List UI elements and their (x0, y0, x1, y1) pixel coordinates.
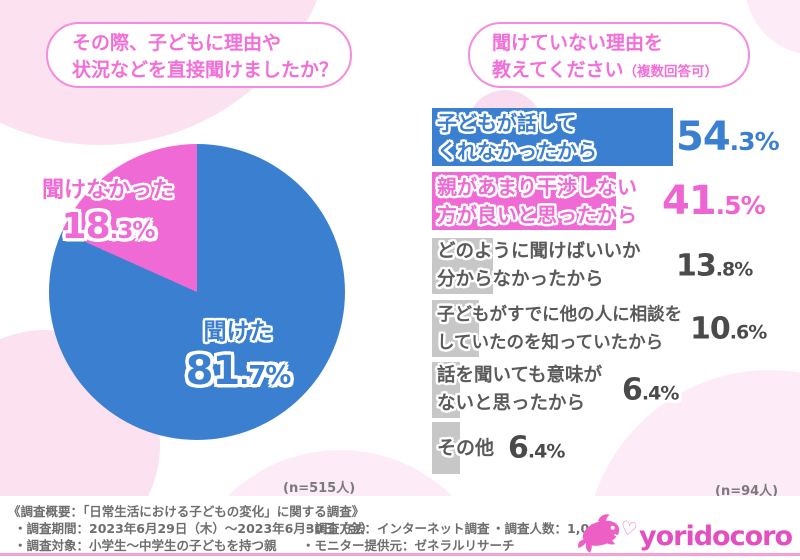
bar-row-6: その他 6.4% (432, 422, 792, 474)
brand-logo-text: yoridocoro (638, 520, 793, 552)
bar-fill (432, 172, 616, 230)
heart-icon: ♡ (617, 516, 640, 542)
pie-slice-value: 81.7% (185, 348, 292, 394)
bar-row-4: 子どもがすでに他の人に相談を していたのを知っていたから 10.6% (432, 300, 792, 357)
bar-label: 話を聞いても意味が ないと思ったから (437, 365, 603, 414)
pie-slice-name: 聞けた (203, 319, 273, 345)
bar-fill (432, 238, 493, 294)
pie-slice-name: 聞けなかった (41, 178, 174, 203)
footer-survey-target: ・調査対象：小学生～中学生の子どもを持つ親 (14, 538, 277, 553)
bar-question-bubble: 聞けていない理由を 教えてください（複数回答可） (468, 22, 750, 88)
decorative-circle-top-right (745, 0, 800, 55)
bar-label: 子どもがすでに他の人に相談を していたのを知っていたから (437, 304, 683, 353)
bar-question-note: （複数回答可） (623, 64, 718, 80)
bar-row-5: 話を聞いても意味が ないと思ったから 6.4% (432, 362, 792, 418)
bar-chart: 子どもが話して くれなかったから 54.3% 親があまり干渉しない 方が良いと思ったから… (432, 108, 792, 488)
bar-value: 41.5% (662, 178, 766, 224)
pie-question-line2: 状況などを直接聞けましたか？ (72, 59, 339, 81)
bar-fill (432, 300, 479, 357)
pie-question-line1: その際、子どもに理由や (72, 32, 282, 54)
bar-label: どのように聞けばいいか 分からなかったから (437, 241, 641, 290)
bar-row-1: 子どもが話して くれなかったから 54.3% (432, 108, 792, 166)
bar-question-line2: 教えてください（複数回答可） (492, 59, 718, 81)
pie-sample-size: (n=515人) (283, 481, 356, 496)
bar-label: 親があまり干渉しない 方が良いと思ったから (437, 175, 637, 227)
brand-logo: ♡ yoridocoro (576, 512, 793, 560)
bar-value: 10.6% (690, 311, 767, 346)
bar-question-line1: 聞けていない理由を (492, 32, 664, 54)
pie-slice-label-asked: 聞けた 81.7% (168, 312, 308, 394)
bar-value: 54.3% (676, 114, 780, 160)
pie-slice-value: 18.3% (61, 206, 156, 247)
bar-value: 13.8% (676, 248, 753, 284)
bar-value: 6.4% (508, 430, 565, 466)
bar-label: その他 (437, 437, 495, 459)
bar-row-2: 親があまり干渉しない 方が良いと思ったから 41.5% (432, 172, 792, 230)
pie-slice-label-not-asked: 聞けなかった 18.3% (22, 172, 194, 247)
bar-fill (432, 362, 460, 418)
pie-question-bubble: その際、子どもに理由や 状況などを直接聞けましたか？ (46, 22, 352, 88)
footer-survey-monitor: ・モニター提供元：ゼネラルリサーチ (302, 538, 515, 553)
bar-value: 6.4% (622, 372, 679, 408)
bar-row-3: どのように聞けばいいか 分からなかったから 13.8% (432, 238, 792, 294)
